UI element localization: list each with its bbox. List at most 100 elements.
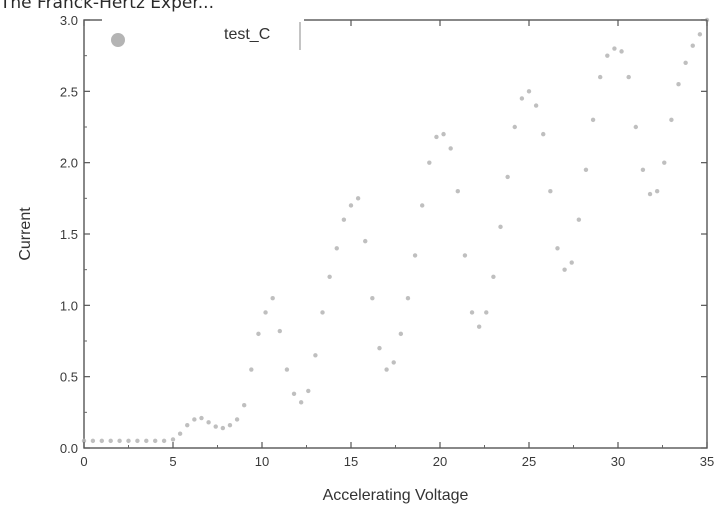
data-point [117, 438, 122, 444]
data-point [633, 124, 638, 130]
data-point [277, 328, 282, 334]
data-point [541, 131, 546, 137]
data-point [548, 189, 553, 194]
data-point [640, 167, 646, 172]
data-point [690, 43, 695, 48]
data-point [412, 253, 418, 258]
data-point [355, 196, 361, 201]
data-point [199, 415, 204, 421]
data-point [185, 422, 190, 428]
data-point [126, 438, 131, 444]
data-point [626, 74, 631, 80]
x-tick-label: 30 [611, 454, 625, 469]
x-tick-label: 5 [169, 454, 176, 469]
data-point [533, 103, 539, 108]
data-point [455, 189, 460, 194]
data-point [177, 431, 183, 436]
x-tick-label: 20 [433, 454, 447, 469]
data-points [81, 17, 710, 444]
data-point [291, 391, 297, 396]
x-tick-label: 25 [522, 454, 536, 469]
data-point [505, 174, 510, 180]
data-point [434, 134, 439, 140]
data-point [512, 124, 517, 130]
data-point [427, 160, 432, 165]
data-point [256, 331, 261, 337]
data-point [441, 131, 446, 137]
y-tick-label: 0.5 [60, 370, 78, 385]
data-point [249, 367, 254, 372]
x-tick-label: 15 [344, 454, 358, 469]
y-axis-title: Current [17, 207, 34, 261]
data-point [348, 203, 354, 208]
x-tick-label: 35 [700, 454, 714, 469]
data-point [498, 224, 503, 230]
data-point [306, 388, 311, 394]
data-point [227, 422, 233, 428]
y-tick-label: 1.5 [60, 227, 78, 242]
data-point [612, 46, 617, 51]
data-point [420, 203, 425, 208]
data-point [334, 246, 339, 251]
y-tick-label: 1.0 [60, 298, 78, 313]
data-point [583, 167, 589, 172]
data-point [562, 267, 567, 272]
data-point [654, 189, 660, 194]
data-point [327, 274, 332, 279]
data-point [676, 82, 681, 87]
plot-frame [83, 19, 708, 449]
legend-label: test_C [224, 26, 270, 43]
data-point [298, 400, 304, 405]
data-point [161, 438, 167, 444]
data-point [341, 217, 347, 222]
data-point [619, 49, 624, 54]
data-point [484, 310, 489, 315]
data-point [683, 60, 688, 65]
x-tick-label: 10 [255, 454, 269, 469]
data-point [90, 438, 96, 444]
data-point [462, 253, 468, 258]
data-point [263, 310, 268, 315]
data-point [170, 437, 176, 442]
data-point [242, 403, 247, 408]
data-point [598, 74, 603, 80]
data-point [662, 160, 667, 165]
data-point [605, 53, 610, 58]
data-point [569, 260, 574, 265]
data-point [590, 117, 596, 123]
legend-box [102, 14, 304, 48]
data-point [391, 360, 396, 365]
figure-caption: The Franck-Hertz Exper... [0, 0, 214, 13]
y-tick-label: 2.5 [60, 84, 78, 99]
data-point [108, 438, 113, 444]
data-point [519, 96, 525, 101]
data-point [384, 367, 389, 372]
data-point [491, 274, 496, 279]
data-point [144, 438, 149, 444]
data-point [370, 296, 375, 301]
legend: test_C [102, 14, 304, 50]
data-point [647, 191, 653, 197]
data-point [270, 296, 275, 301]
data-point [476, 324, 482, 329]
data-point [576, 217, 582, 222]
data-point [81, 438, 87, 444]
data-point [405, 296, 411, 301]
x-axis-title: Accelerating Voltage [323, 487, 469, 504]
plot-area [83, 19, 708, 449]
data-point [234, 417, 240, 422]
data-point [99, 438, 105, 444]
data-point [153, 438, 158, 444]
y-tick-label: 0.0 [60, 441, 78, 456]
x-tick-label: 0 [80, 454, 87, 469]
data-point [469, 310, 475, 315]
data-point [192, 417, 197, 422]
data-point [363, 238, 368, 244]
y-tick-label: 3.0 [60, 13, 78, 28]
data-point [135, 438, 140, 444]
data-point [669, 117, 674, 123]
axes: 0 5 10 15 20 25 30 35 0.0 0.5 1.0 1.5 2.0 2.5 3.0 Accel… [17, 13, 714, 504]
data-point [448, 146, 453, 151]
data-point [398, 331, 404, 337]
